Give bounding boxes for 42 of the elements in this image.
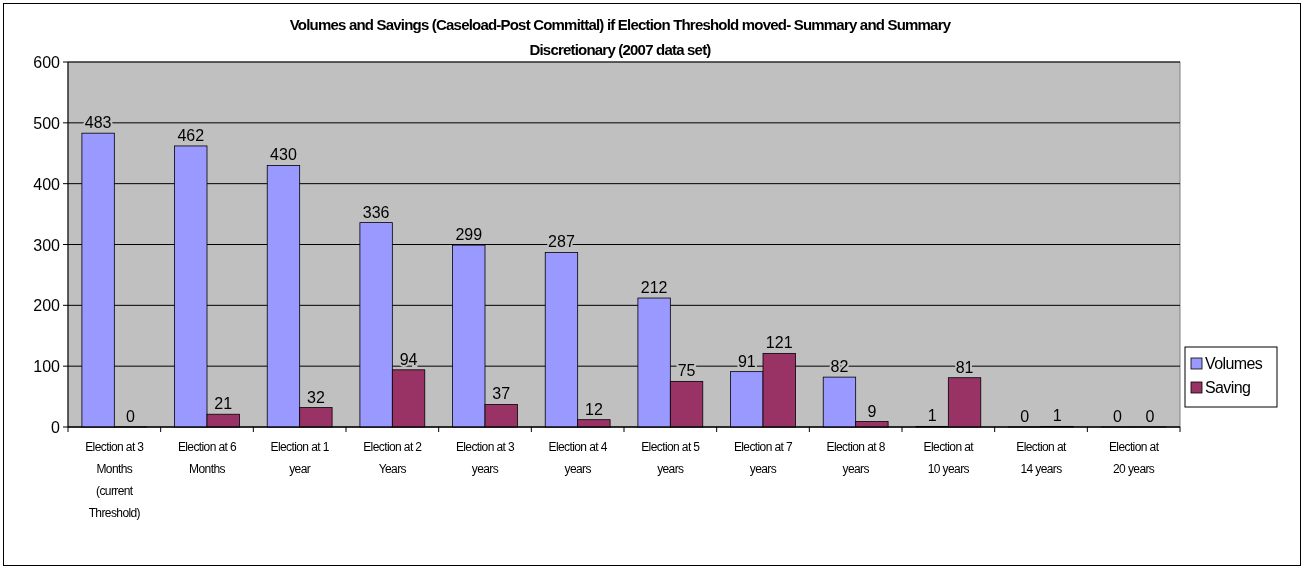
y-tick-label: 0 bbox=[51, 419, 61, 436]
data-label: 9 bbox=[867, 402, 877, 420]
data-label: 1 bbox=[927, 407, 937, 425]
x-tick-label: Election at 3 years bbox=[455, 440, 516, 476]
x-tick-label: Election at 6 Months bbox=[177, 440, 238, 476]
y-tick-label: 200 bbox=[33, 297, 61, 315]
data-label: 75 bbox=[677, 362, 696, 380]
data-label: 12 bbox=[584, 400, 603, 418]
legend-label: Volumes bbox=[1205, 355, 1263, 372]
data-label: 212 bbox=[640, 279, 668, 297]
x-tick-label: Election at 20 years bbox=[1108, 440, 1160, 476]
x-tick-label: Election at 2 Years bbox=[363, 440, 423, 476]
x-tick-label: Election at 5 years bbox=[641, 440, 701, 476]
y-tick-label: 400 bbox=[33, 175, 61, 193]
data-label: 1 bbox=[1052, 407, 1062, 425]
data-label: 32 bbox=[306, 388, 325, 406]
x-tick-label: Election at 10 years bbox=[923, 440, 975, 476]
data-label: 94 bbox=[399, 350, 418, 368]
data-label: 462 bbox=[177, 126, 205, 144]
data-label: 91 bbox=[737, 352, 756, 370]
y-tick-label: 300 bbox=[33, 236, 61, 254]
y-tick-label: 600 bbox=[33, 54, 61, 71]
data-label: 336 bbox=[362, 203, 390, 221]
x-tick-label: Election at 7 years bbox=[733, 440, 794, 476]
data-label: 0 bbox=[1113, 408, 1122, 425]
data-label: 0 bbox=[1145, 408, 1155, 425]
x-tick-label: Election at 1 year bbox=[270, 440, 330, 476]
x-tick-label: Election at 14 years bbox=[1016, 440, 1067, 476]
x-tick-label: Election at 4 years bbox=[548, 440, 608, 476]
x-tick-label: Election at 8 years bbox=[826, 440, 886, 476]
y-tick-label: 100 bbox=[33, 358, 61, 376]
legend-label: Saving bbox=[1205, 379, 1251, 396]
y-tick-label: 500 bbox=[33, 114, 61, 132]
data-label: 21 bbox=[214, 395, 233, 413]
x-tick-label: Election at 3 Months (current Threshold) bbox=[85, 440, 145, 520]
data-label: 0 bbox=[1020, 408, 1030, 425]
data-label: 121 bbox=[765, 334, 793, 352]
data-label: 430 bbox=[270, 146, 297, 164]
data-label: 299 bbox=[455, 226, 483, 244]
data-label: 37 bbox=[492, 385, 511, 403]
data-label: 0 bbox=[126, 408, 136, 425]
chart-title: Volumes and Savings (Caseload-Post Committal) if Election Threshold moved- Summary and Summary Discretionary (2007 data set) bbox=[289, 16, 952, 58]
